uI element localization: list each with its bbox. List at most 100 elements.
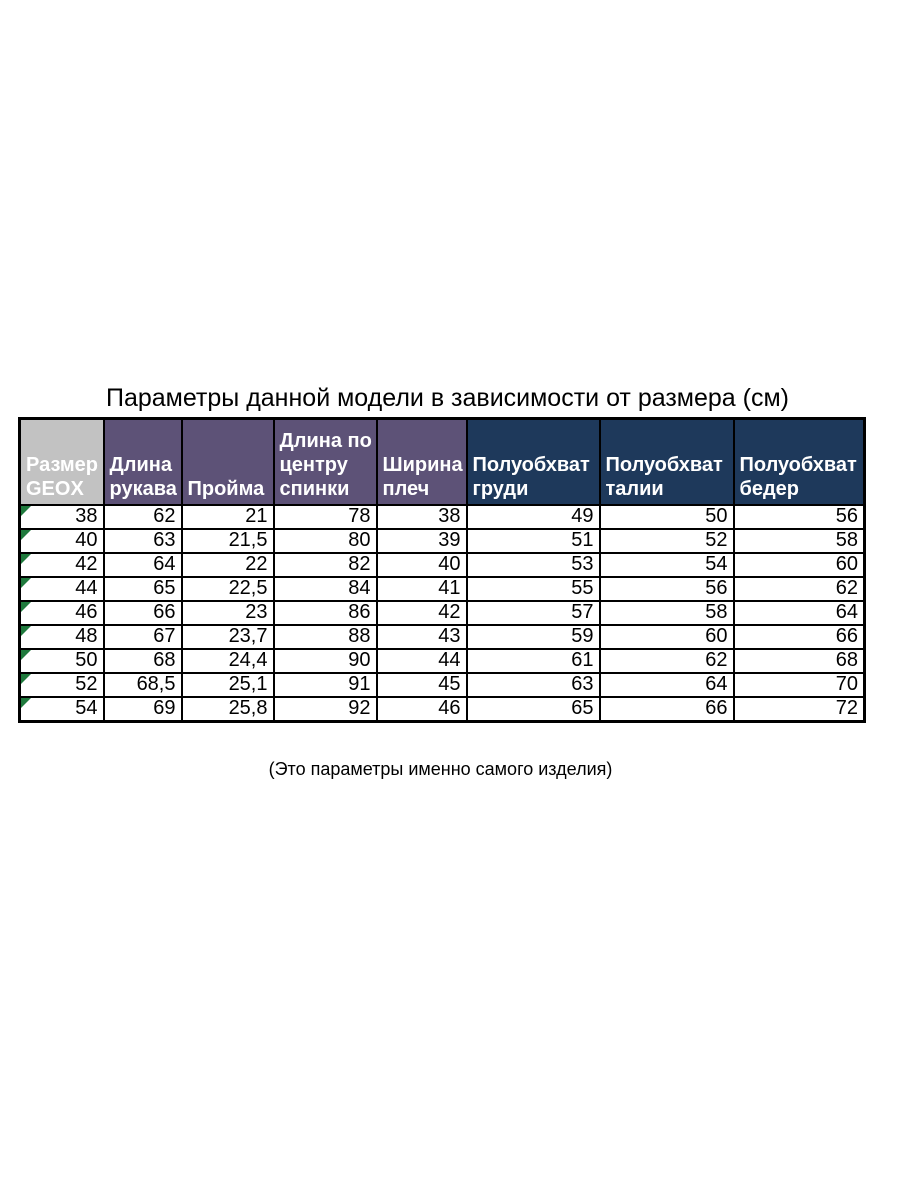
table-row: 52 68,5 25,1 91 45 63 64 70 <box>18 672 866 698</box>
value-cell: 61 <box>465 648 601 674</box>
value-cell: 23,7 <box>180 624 275 650</box>
value-cell: 62 <box>598 648 735 674</box>
table-row: 46 66 23 86 42 57 58 64 <box>18 600 866 626</box>
column-header-half-chest: Полуобхват груди <box>465 417 601 506</box>
footnote: (Это параметры именно самого изделия) <box>268 759 613 779</box>
value-cell: 21 <box>180 504 275 530</box>
value-cell: 38 <box>375 504 468 530</box>
value-cell: 68 <box>732 648 866 674</box>
error-indicator-triangle-icon <box>21 507 31 516</box>
size-chart-table: Размер GEOX Длина рукава Пройма Длина по це… <box>18 417 866 723</box>
error-indicator-triangle-icon <box>21 675 31 684</box>
size-cell: 52 <box>18 672 105 698</box>
value-cell: 86 <box>272 600 378 626</box>
table-row: 38 62 21 78 38 49 50 56 <box>18 504 866 530</box>
value-cell: 39 <box>375 528 468 554</box>
value-cell: 91 <box>272 672 378 698</box>
value-cell: 68,5 <box>102 672 183 698</box>
size-cell: 50 <box>18 648 105 674</box>
value-cell: 62 <box>732 576 866 602</box>
size-cell: 40 <box>18 528 105 554</box>
value-cell: 25,8 <box>180 696 275 723</box>
column-header-armhole: Пройма <box>180 417 275 506</box>
value-cell: 22,5 <box>180 576 275 602</box>
value-cell: 58 <box>732 528 866 554</box>
value-cell: 82 <box>272 552 378 578</box>
value-cell: 60 <box>598 624 735 650</box>
size-cell: 44 <box>18 576 105 602</box>
error-indicator-triangle-icon <box>21 603 31 612</box>
value-cell: 70 <box>732 672 866 698</box>
error-indicator-triangle-icon <box>21 627 31 636</box>
value-cell: 56 <box>598 576 735 602</box>
size-cell: 54 <box>18 696 105 723</box>
error-indicator-triangle-icon <box>21 555 31 564</box>
size-cell: 48 <box>18 624 105 650</box>
value-cell: 44 <box>375 648 468 674</box>
value-cell: 21,5 <box>180 528 275 554</box>
value-cell: 90 <box>272 648 378 674</box>
value-cell: 57 <box>465 600 601 626</box>
value-cell: 50 <box>598 504 735 530</box>
value-cell: 51 <box>465 528 601 554</box>
table-row: 50 68 24,4 90 44 61 62 68 <box>18 648 866 674</box>
table-row: 48 67 23,7 88 43 59 60 66 <box>18 624 866 650</box>
column-header-size-geox: Размер GEOX <box>18 417 105 506</box>
value-cell: 46 <box>375 696 468 723</box>
size-cell: 42 <box>18 552 105 578</box>
value-cell: 66 <box>598 696 735 723</box>
value-cell: 42 <box>375 600 468 626</box>
column-header-shoulder-width: Ширина плеч <box>375 417 468 506</box>
value-cell: 67 <box>102 624 183 650</box>
value-cell: 65 <box>102 576 183 602</box>
value-cell: 23 <box>180 600 275 626</box>
value-cell: 63 <box>102 528 183 554</box>
value-cell: 92 <box>272 696 378 723</box>
value-cell: 41 <box>375 576 468 602</box>
value-cell: 69 <box>102 696 183 723</box>
column-header-center-back-length: Длина по центру спинки <box>272 417 378 506</box>
value-cell: 66 <box>732 624 866 650</box>
error-indicator-triangle-icon <box>21 531 31 540</box>
page-title: Параметры данной модели в зависимости от… <box>105 384 789 412</box>
value-cell: 64 <box>598 672 735 698</box>
value-cell: 54 <box>598 552 735 578</box>
value-cell: 43 <box>375 624 468 650</box>
error-indicator-triangle-icon <box>21 579 31 588</box>
value-cell: 22 <box>180 552 275 578</box>
value-cell: 66 <box>102 600 183 626</box>
table-row: 54 69 25,8 92 46 65 66 72 <box>18 696 866 723</box>
value-cell: 68 <box>102 648 183 674</box>
value-cell: 62 <box>102 504 183 530</box>
value-cell: 65 <box>465 696 601 723</box>
value-cell: 40 <box>375 552 468 578</box>
value-cell: 25,1 <box>180 672 275 698</box>
table-row: 44 65 22,5 84 41 55 56 62 <box>18 576 866 602</box>
value-cell: 60 <box>732 552 866 578</box>
value-cell: 63 <box>465 672 601 698</box>
column-header-sleeve-length: Длина рукава <box>102 417 183 506</box>
table-row: 40 63 21,5 80 39 51 52 58 <box>18 528 866 554</box>
value-cell: 56 <box>732 504 866 530</box>
value-cell: 88 <box>272 624 378 650</box>
value-cell: 72 <box>732 696 866 723</box>
value-cell: 55 <box>465 576 601 602</box>
column-header-half-hips: Полуобхват бедер <box>732 417 866 506</box>
value-cell: 78 <box>272 504 378 530</box>
error-indicator-triangle-icon <box>21 651 31 660</box>
size-cell: 46 <box>18 600 105 626</box>
value-cell: 58 <box>598 600 735 626</box>
error-indicator-triangle-icon <box>21 698 31 708</box>
value-cell: 49 <box>465 504 601 530</box>
size-chart-block: Параметры данной модели в зависимости от… <box>18 384 866 780</box>
value-cell: 59 <box>465 624 601 650</box>
value-cell: 45 <box>375 672 468 698</box>
value-cell: 64 <box>102 552 183 578</box>
value-cell: 84 <box>272 576 378 602</box>
value-cell: 52 <box>598 528 735 554</box>
table-row: 42 64 22 82 40 53 54 60 <box>18 552 866 578</box>
header-row: Размер GEOX Длина рукава Пройма Длина по це… <box>18 417 866 506</box>
value-cell: 80 <box>272 528 378 554</box>
value-cell: 53 <box>465 552 601 578</box>
